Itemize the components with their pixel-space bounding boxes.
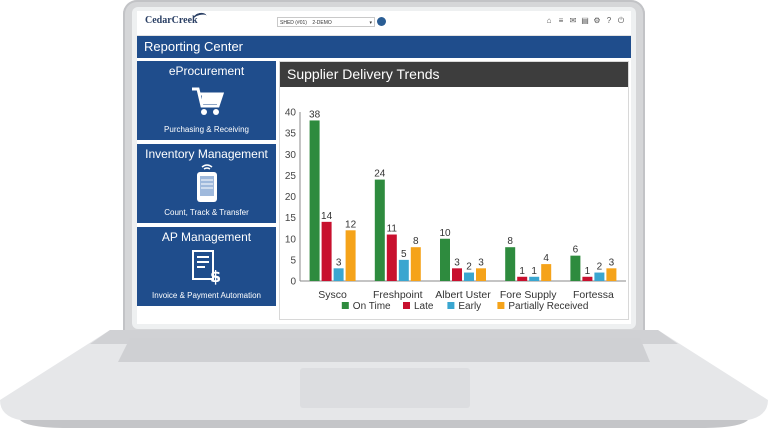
x-tick-label: Sysco [318, 289, 347, 301]
bar [582, 276, 593, 281]
bar [606, 268, 617, 281]
y-tick-label: 10 [285, 234, 297, 245]
legend-label: Early [458, 301, 481, 312]
power-icon[interactable]: ⏻ [617, 16, 625, 25]
data-label: 3 [336, 257, 342, 268]
bar [374, 179, 385, 281]
data-label: 3 [454, 257, 460, 268]
shopping-cart-icon [191, 87, 224, 115]
logo[interactable]: CedarCreek [145, 15, 198, 26]
data-label: 6 [573, 245, 579, 256]
data-label: 24 [374, 169, 386, 180]
svg-text:$: $ [210, 267, 221, 285]
tile-title: eProcurement [168, 64, 245, 78]
tile-subtitle: Purchasing & Receiving [164, 125, 249, 134]
bar [452, 268, 462, 281]
bar [398, 259, 409, 281]
mobile-device-icon [196, 164, 217, 202]
y-tick-label: 15 [285, 213, 297, 224]
tile-inventory-management[interactable]: Inventory Management Count, Track & Tran… [137, 144, 276, 223]
legend-swatch [341, 302, 349, 309]
bar [321, 221, 332, 281]
y-tick-label: 0 [290, 277, 296, 288]
data-label: 10 [439, 228, 451, 239]
bar [517, 276, 528, 281]
data-label: 8 [413, 236, 419, 247]
bar [333, 268, 344, 281]
tile-subtitle: Invoice & Payment Automation [152, 291, 261, 300]
bar [476, 268, 486, 281]
data-label: 2 [597, 262, 603, 273]
legend-label: Late [414, 301, 434, 312]
screen: CedarCreek SHED (#01) 2-DEMO ▾ ⌂ ≡ ✉ ▤ ⚙… [137, 11, 631, 324]
mail-icon[interactable]: ✉ [569, 16, 577, 25]
invoice-dollar-icon: $ [191, 250, 221, 285]
data-label: 5 [401, 249, 407, 260]
location-select[interactable]: SHED (#01) 2-DEMO ▾ [277, 17, 375, 27]
data-label: 12 [345, 219, 357, 230]
home-icon[interactable]: ⌂ [546, 16, 552, 25]
y-tick-label: 30 [285, 150, 297, 161]
tile-eprocurement[interactable]: eProcurement Purchasing & Receiving [137, 61, 276, 140]
location-value: 2-DEMO [312, 20, 332, 26]
data-label: 3 [478, 257, 484, 268]
bar [541, 264, 552, 281]
legend-swatch [497, 302, 505, 309]
data-label: 14 [321, 211, 333, 222]
location-prefix: SHED (#01) [280, 20, 307, 26]
x-tick-label: Freshpoint [373, 289, 423, 301]
bar [410, 247, 421, 281]
bar [529, 276, 540, 281]
help-icon[interactable]: ? [606, 16, 612, 25]
document-icon[interactable]: ▤ [581, 16, 589, 25]
bar [386, 234, 397, 281]
list-icon[interactable]: ≡ [558, 16, 564, 25]
legend-label: On Time [353, 301, 391, 312]
y-tick-label: 40 [285, 108, 297, 119]
data-label: 1 [531, 266, 537, 277]
logo-mark [191, 11, 209, 25]
legend-label: Partially Received [508, 301, 588, 312]
data-label: 38 [309, 109, 321, 120]
bar [345, 230, 356, 281]
y-tick-label: 5 [290, 255, 296, 266]
page-title: Reporting Center [137, 36, 631, 58]
x-tick-label: Fore Supply [500, 289, 557, 301]
go-button[interactable] [377, 17, 386, 26]
tile-title: Inventory Management [145, 147, 268, 161]
supplier-delivery-chart-panel: Supplier Delivery Trends 0 5 10 15 20 25 30 35 4… [279, 61, 629, 320]
legend-swatch [447, 302, 455, 309]
chart-title: Supplier Delivery Trends [280, 62, 628, 87]
y-tick-label: 35 [285, 129, 297, 140]
bar [440, 238, 450, 281]
x-tick-label: Albert Uster [435, 289, 491, 301]
bar [505, 247, 516, 281]
gear-icon[interactable]: ⚙ [593, 16, 601, 25]
tile-subtitle: Count, Track & Transfer [164, 208, 249, 217]
x-tick-label: Fortessa [573, 289, 614, 301]
bar [464, 272, 474, 281]
y-tick-label: 20 [285, 192, 297, 203]
bar [309, 120, 320, 281]
data-label: 2 [466, 262, 472, 273]
data-label: 11 [387, 224, 398, 235]
bar [570, 255, 581, 281]
data-label: 3 [609, 257, 615, 268]
laptop-base [0, 330, 768, 428]
chevron-down-icon: ▾ [369, 20, 372, 26]
data-label: 4 [543, 253, 549, 264]
data-label: 8 [507, 236, 513, 247]
tile-ap-management[interactable]: AP Management $ Invoice & Payment Automa… [137, 227, 276, 306]
legend-swatch [403, 302, 410, 309]
tile-title: AP Management [161, 230, 252, 244]
data-label: 1 [519, 266, 525, 277]
top-bar: CedarCreek SHED (#01) 2-DEMO ▾ ⌂ ≡ ✉ ▤ ⚙… [137, 11, 631, 36]
bar [594, 272, 605, 281]
data-label: 1 [585, 266, 591, 277]
top-icon-bar: ⌂ ≡ ✉ ▤ ⚙ ? ⏻ [545, 17, 625, 25]
y-tick-label: 25 [285, 171, 297, 182]
